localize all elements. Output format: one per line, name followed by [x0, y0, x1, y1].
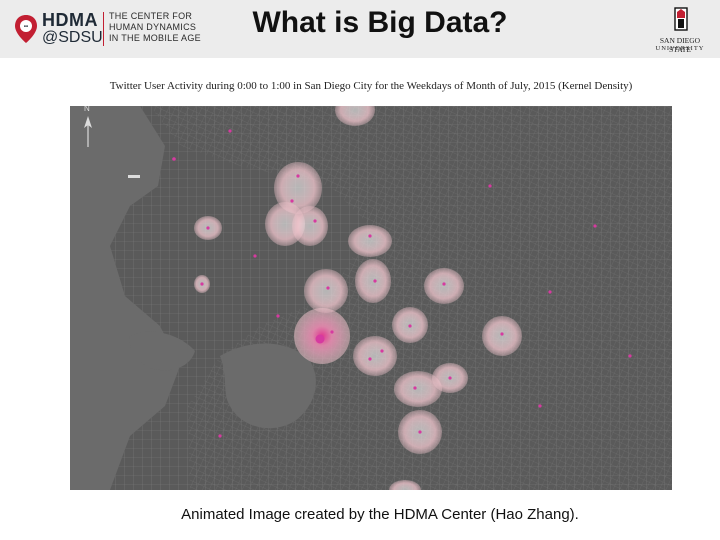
tweet-point — [368, 234, 372, 238]
tweet-point — [228, 129, 232, 133]
tweet-point — [548, 290, 552, 294]
tweet-point — [313, 219, 317, 223]
tweet-point — [593, 224, 597, 228]
tweet-point — [538, 404, 542, 408]
hotspot — [355, 259, 391, 303]
hotspot — [335, 106, 375, 126]
tweet-point — [290, 199, 294, 203]
svg-text:••: •• — [24, 25, 28, 31]
sdsu-shield-icon — [674, 7, 688, 31]
north-arrow-label: N — [84, 106, 90, 113]
tweet-point — [172, 157, 176, 161]
tweet-point — [218, 434, 222, 438]
hotspot — [394, 371, 442, 407]
hotspot — [482, 316, 522, 356]
tweet-point-cluster — [315, 334, 325, 344]
tweet-points — [172, 129, 632, 438]
tweet-point — [488, 184, 492, 188]
hotspot — [424, 268, 464, 304]
hotspot — [292, 206, 328, 246]
slide-caption: Animated Image created by the HDMA Cente… — [181, 506, 579, 523]
map-title: Twitter User Activity during 0:00 to 1:0… — [109, 80, 633, 92]
tweet-point — [380, 349, 384, 353]
tweet-point — [500, 332, 504, 336]
location-pin-icon: •• — [14, 14, 38, 44]
sdsu-university-logo: SAN DIEGO STATE UNIVERSITY — [650, 6, 710, 54]
hotspot — [348, 225, 392, 257]
pacific-ocean — [70, 106, 180, 490]
sdsu-logo-text: @SDSU — [42, 29, 103, 46]
tweet-point — [408, 324, 412, 328]
logo-divider — [103, 12, 104, 46]
center-name: THE CENTER FOR HUMAN DYNAMICS IN THE MOB… — [109, 11, 201, 43]
hotspot — [389, 480, 421, 490]
scale-bar — [128, 175, 140, 178]
tweet-point — [326, 286, 330, 290]
tweet-point — [206, 226, 210, 230]
san-diego-bay — [220, 343, 316, 429]
tweet-point — [368, 357, 372, 361]
hotspot — [304, 269, 348, 313]
tweet-point — [296, 174, 300, 178]
hdma-logo-text: HDMA — [42, 10, 98, 30]
slide-header: •• HDMA @SDSU THE CENTER FOR HUMAN DYNAM… — [0, 0, 720, 58]
tweet-point — [418, 430, 422, 434]
kernel-density-map-figure: Twitter User Activity during 0:00 to 1:0… — [70, 78, 672, 490]
university-name: SAN DIEGO STATE — [659, 36, 701, 54]
tweet-point — [442, 282, 446, 286]
tweet-point — [373, 279, 377, 283]
tweet-point — [253, 254, 257, 258]
tweet-point — [200, 282, 204, 286]
mission-bay — [129, 331, 195, 371]
tweet-point — [330, 330, 334, 334]
tweet-point — [276, 314, 280, 318]
map-svg — [70, 106, 672, 490]
tweet-point — [628, 354, 632, 358]
map-canvas: N — [70, 106, 672, 490]
slide-title: What is Big Data? — [252, 6, 508, 39]
tweet-point — [448, 376, 452, 380]
hotspot — [353, 336, 397, 376]
north-arrow-icon — [84, 116, 92, 147]
tweet-point — [413, 386, 417, 390]
hotspot — [274, 162, 322, 214]
university-label: UNIVERSITY — [655, 45, 705, 52]
